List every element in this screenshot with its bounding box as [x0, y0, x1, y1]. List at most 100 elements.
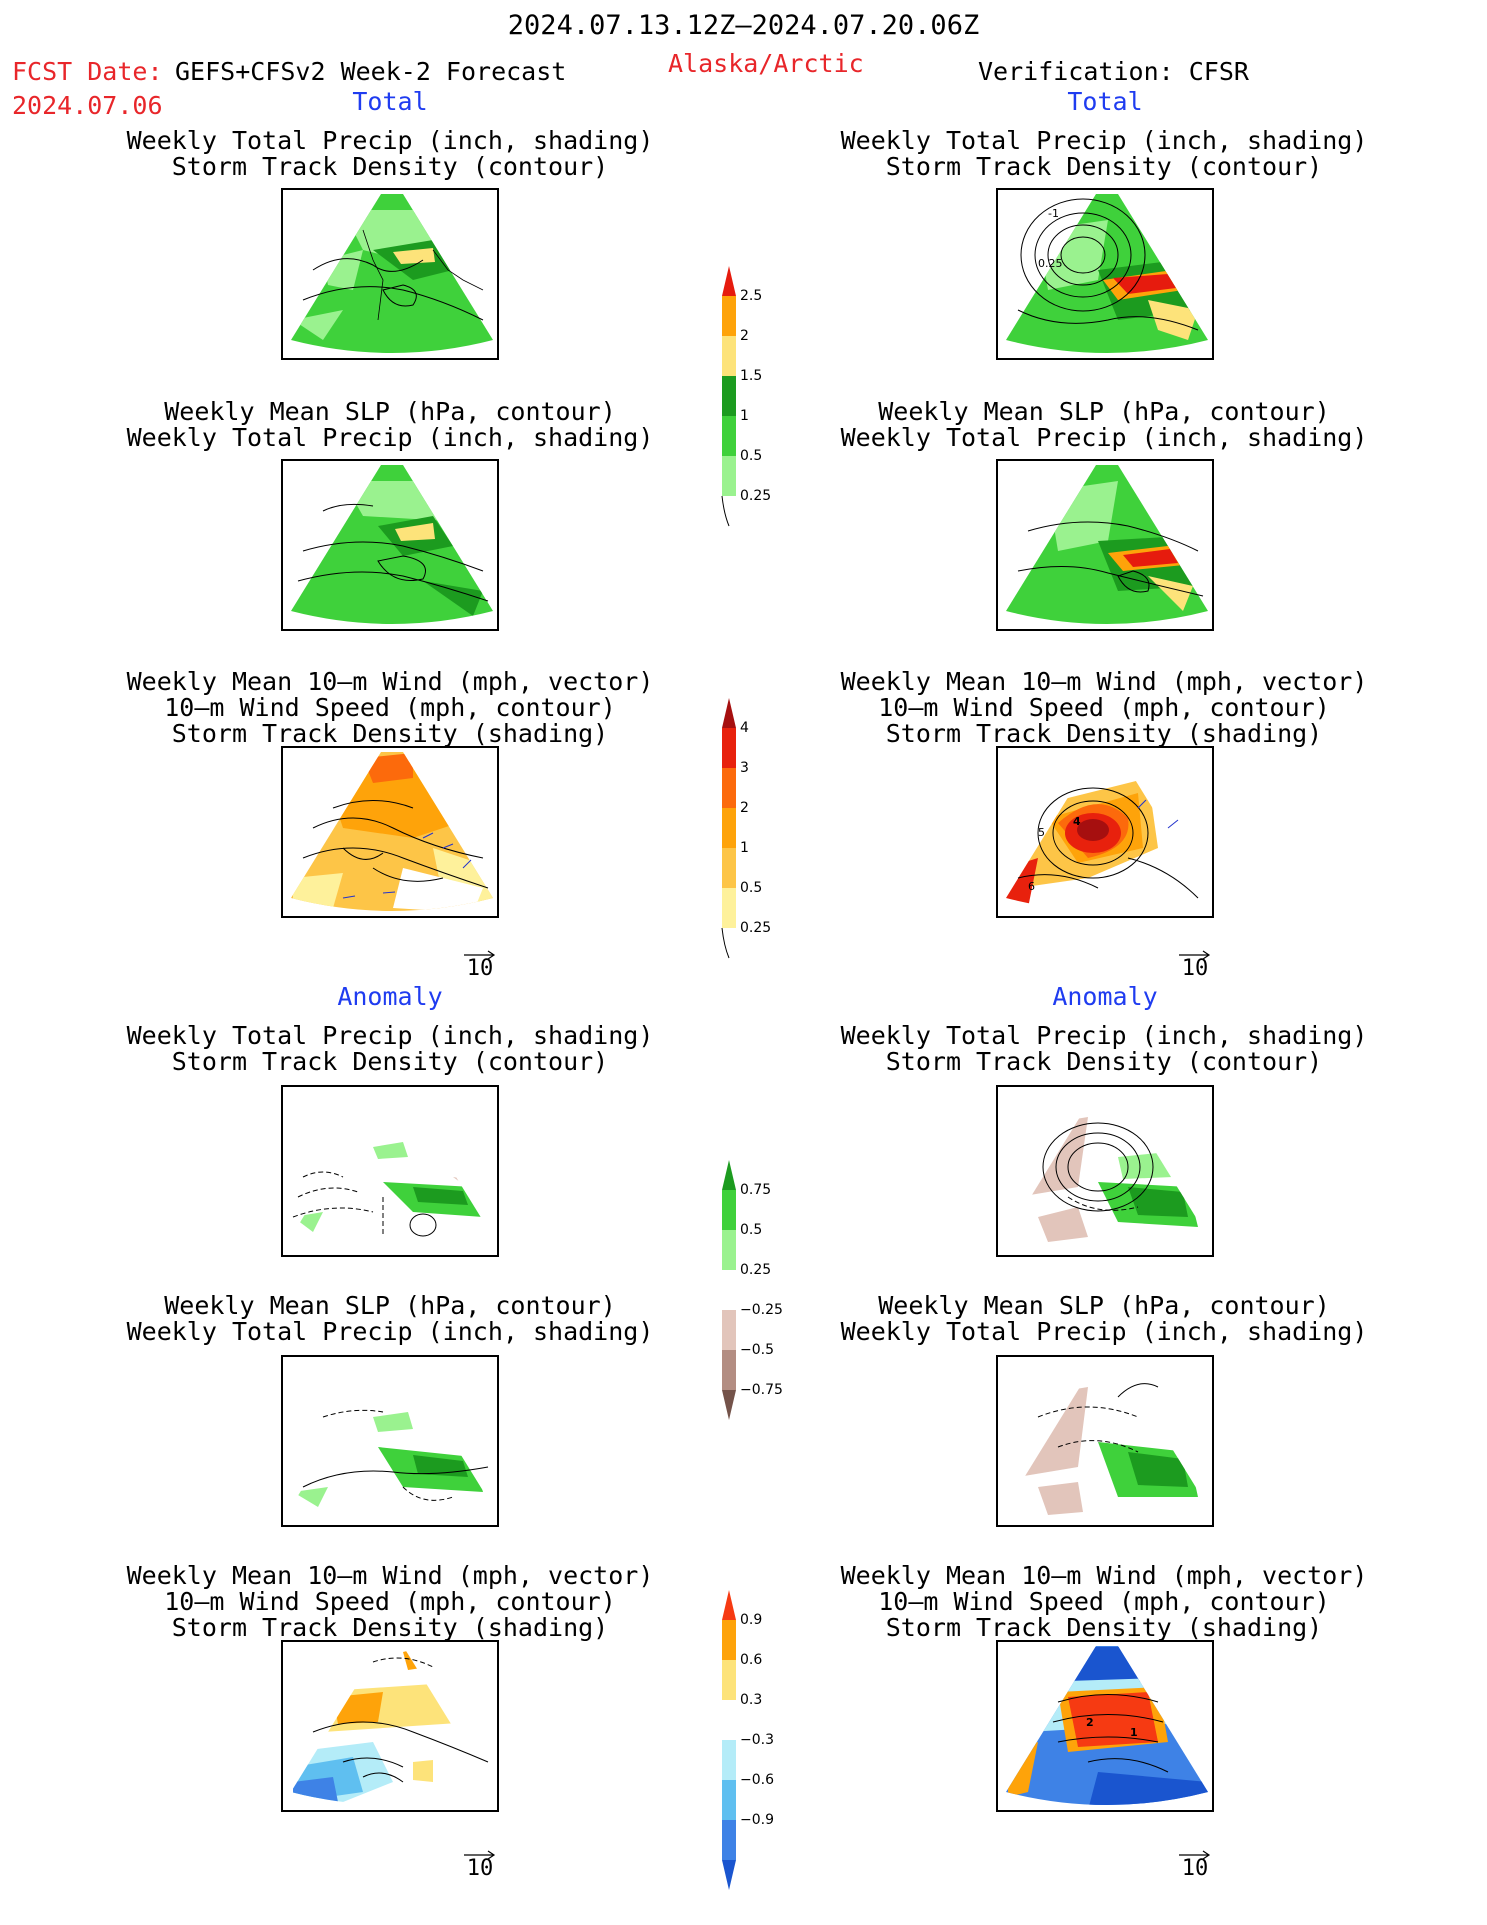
colorbar-tick-label: 3 — [740, 760, 749, 776]
title-r4-line1: Weekly Total Precip (inch, shading) — [840, 1021, 1368, 1050]
colorbar-swatch — [722, 1390, 736, 1420]
contour-label: 1 — [1130, 1726, 1138, 1739]
colorbar-swatches — [722, 1590, 736, 1890]
map-cfsr-total-slp-precip — [996, 459, 1214, 631]
colorbar-tick-label: 2 — [740, 328, 749, 344]
title-r3-line2: 10–m Wind Speed (mph, contour) — [878, 693, 1330, 722]
colorbar-swatch — [722, 266, 736, 296]
colorbar-swatch — [722, 1350, 736, 1390]
title-l6-line1: Weekly Mean 10–m Wind (mph, vector) — [126, 1561, 654, 1590]
map-forecast-anomaly-slp-precip — [281, 1355, 499, 1527]
map-forecast-total-precip-track — [281, 188, 499, 360]
contour-label: 0.25 — [1038, 257, 1063, 270]
vector-ref-l6: 10 — [460, 1846, 500, 1880]
title-r6-line2: 10–m Wind Speed (mph, contour) — [878, 1587, 1330, 1616]
colorbar-tick-label: 1 — [740, 840, 749, 856]
colorbar-swatch — [722, 456, 736, 496]
title-r5-line1: Weekly Mean SLP (hPa, contour) — [878, 1291, 1330, 1320]
title-l5-line1: Weekly Mean SLP (hPa, contour) — [164, 1291, 616, 1320]
contour-label: 5 — [1038, 826, 1045, 839]
fcst-date-value: 2024.07.06 — [12, 91, 163, 120]
colorbar-swatch — [721, 927, 730, 959]
colorbar-swatches — [721, 698, 736, 959]
colorbar-swatch — [722, 1820, 736, 1860]
colorbar-tick-label: 0.5 — [740, 448, 763, 464]
colorbar-swatch — [722, 808, 736, 848]
map-cfsr-anomaly-precip-track — [996, 1085, 1214, 1257]
title-r6-line3: Storm Track Density (shading) — [885, 1613, 1323, 1642]
colorbar-swatch — [722, 1160, 736, 1190]
title-l3-line1: Weekly Mean 10–m Wind (mph, vector) — [126, 667, 654, 696]
colorbar-swatch — [722, 1860, 736, 1890]
map-forecast-anomaly-wind-track — [281, 1640, 499, 1812]
colorbar-tick-label: −0.6 — [740, 1772, 774, 1788]
map-cfsr-total-precip-track: -1 0.25 — [996, 188, 1214, 360]
title-l4-line1: Weekly Total Precip (inch, shading) — [126, 1021, 654, 1050]
section-total-forecast: Total — [352, 87, 428, 116]
model-name: GEFS+CFSv2 Week-2 Forecast — [175, 57, 567, 86]
arrow-right-icon — [464, 950, 496, 960]
title-r5-line2: Weekly Total Precip (inch, shading) — [840, 1317, 1368, 1346]
colorbar-swatch — [722, 1620, 736, 1660]
title-r3-line1: Weekly Mean 10–m Wind (mph, vector) — [840, 667, 1368, 696]
colorbar-swatch — [722, 376, 736, 416]
colorbar-swatch — [722, 1780, 736, 1820]
colorbar-swatch — [722, 1270, 736, 1310]
colorbar-anomaly-precip: 0.75 0.5 0.25 −0.25 −0.5 −0.75 — [720, 1160, 790, 1450]
colorbar-swatch — [722, 1740, 736, 1780]
colorbar-swatches — [722, 1160, 736, 1420]
arrow-right-icon — [1179, 950, 1211, 960]
colorbar-tick-label: 0.3 — [740, 1692, 763, 1708]
colorbar-swatch — [722, 1590, 736, 1620]
colorbar-tick-label: −0.25 — [740, 1302, 783, 1318]
title-r1-line2: Storm Track Density (contour) — [885, 152, 1323, 181]
title-r4-line2: Storm Track Density (contour) — [885, 1047, 1323, 1076]
arrow-right-icon — [464, 1850, 496, 1860]
colorbar-swatch — [722, 768, 736, 808]
colorbar-tick-label: 0.5 — [740, 880, 763, 896]
colorbar-tick-label: 1 — [740, 408, 749, 424]
title-r2-line2: Weekly Total Precip (inch, shading) — [840, 423, 1368, 452]
title-r2-line1: Weekly Mean SLP (hPa, contour) — [878, 397, 1330, 426]
colorbar-tick-label: 0.25 — [740, 488, 772, 504]
fcst-date-label: FCST Date: — [12, 57, 163, 86]
map-forecast-anomaly-precip-track — [281, 1085, 499, 1257]
contour-label: 2 — [1086, 1716, 1094, 1729]
region-name: Alaska/Arctic — [668, 49, 864, 78]
colorbar-swatch — [722, 296, 736, 336]
map-cfsr-total-wind-track: 4 5 6 — [996, 746, 1214, 918]
title-r3-line3: Storm Track Density (shading) — [885, 719, 1323, 748]
colorbar-tick-label: 0.25 — [740, 1262, 772, 1278]
colorbar-swatch — [722, 336, 736, 376]
colorbar-swatch — [722, 1700, 736, 1740]
section-anomaly-verification: Anomaly — [1052, 982, 1158, 1011]
colorbar-tick-label: 0.5 — [740, 1222, 763, 1238]
colorbar-tick-label: −0.3 — [740, 1732, 774, 1748]
colorbar-swatch — [722, 1230, 736, 1270]
title-l2-line1: Weekly Mean SLP (hPa, contour) — [164, 397, 616, 426]
colorbar-swatch — [721, 495, 730, 527]
colorbar-tick-label: −0.5 — [740, 1342, 774, 1358]
title-l6-line2: 10–m Wind Speed (mph, contour) — [164, 1587, 616, 1616]
colorbar-tick-label: −0.75 — [740, 1382, 783, 1398]
colorbar-swatch — [722, 848, 736, 888]
contour-label: 6 — [1028, 880, 1035, 893]
colorbar-swatch — [722, 416, 736, 456]
title-r1-line1: Weekly Total Precip (inch, shading) — [840, 126, 1368, 155]
title-l6-line3: Storm Track Density (shading) — [171, 1613, 609, 1642]
colorbar-swatch — [722, 728, 736, 768]
contour-label: 4 — [1073, 815, 1081, 828]
contour-label: -1 — [1048, 207, 1059, 220]
colorbar-tick-label: 1.5 — [740, 368, 763, 384]
period-title: 2024.07.13.12Z–2024.07.20.06Z — [507, 10, 980, 41]
title-l3-line2: 10–m Wind Speed (mph, contour) — [164, 693, 616, 722]
title-r6-line1: Weekly Mean 10–m Wind (mph, vector) — [840, 1561, 1368, 1590]
colorbar-swatch — [722, 888, 736, 928]
title-l2-line2: Weekly Total Precip (inch, shading) — [126, 423, 654, 452]
title-l5-line2: Weekly Total Precip (inch, shading) — [126, 1317, 654, 1346]
verification-label: Verification: CFSR — [978, 57, 1249, 86]
colorbar-swatch — [722, 1190, 736, 1230]
colorbar-total-track-density: 4 3 2 1 0.5 0.25 — [720, 698, 790, 988]
colorbar-tick-label: 0.6 — [740, 1652, 763, 1668]
colorbar-swatches — [721, 266, 736, 527]
